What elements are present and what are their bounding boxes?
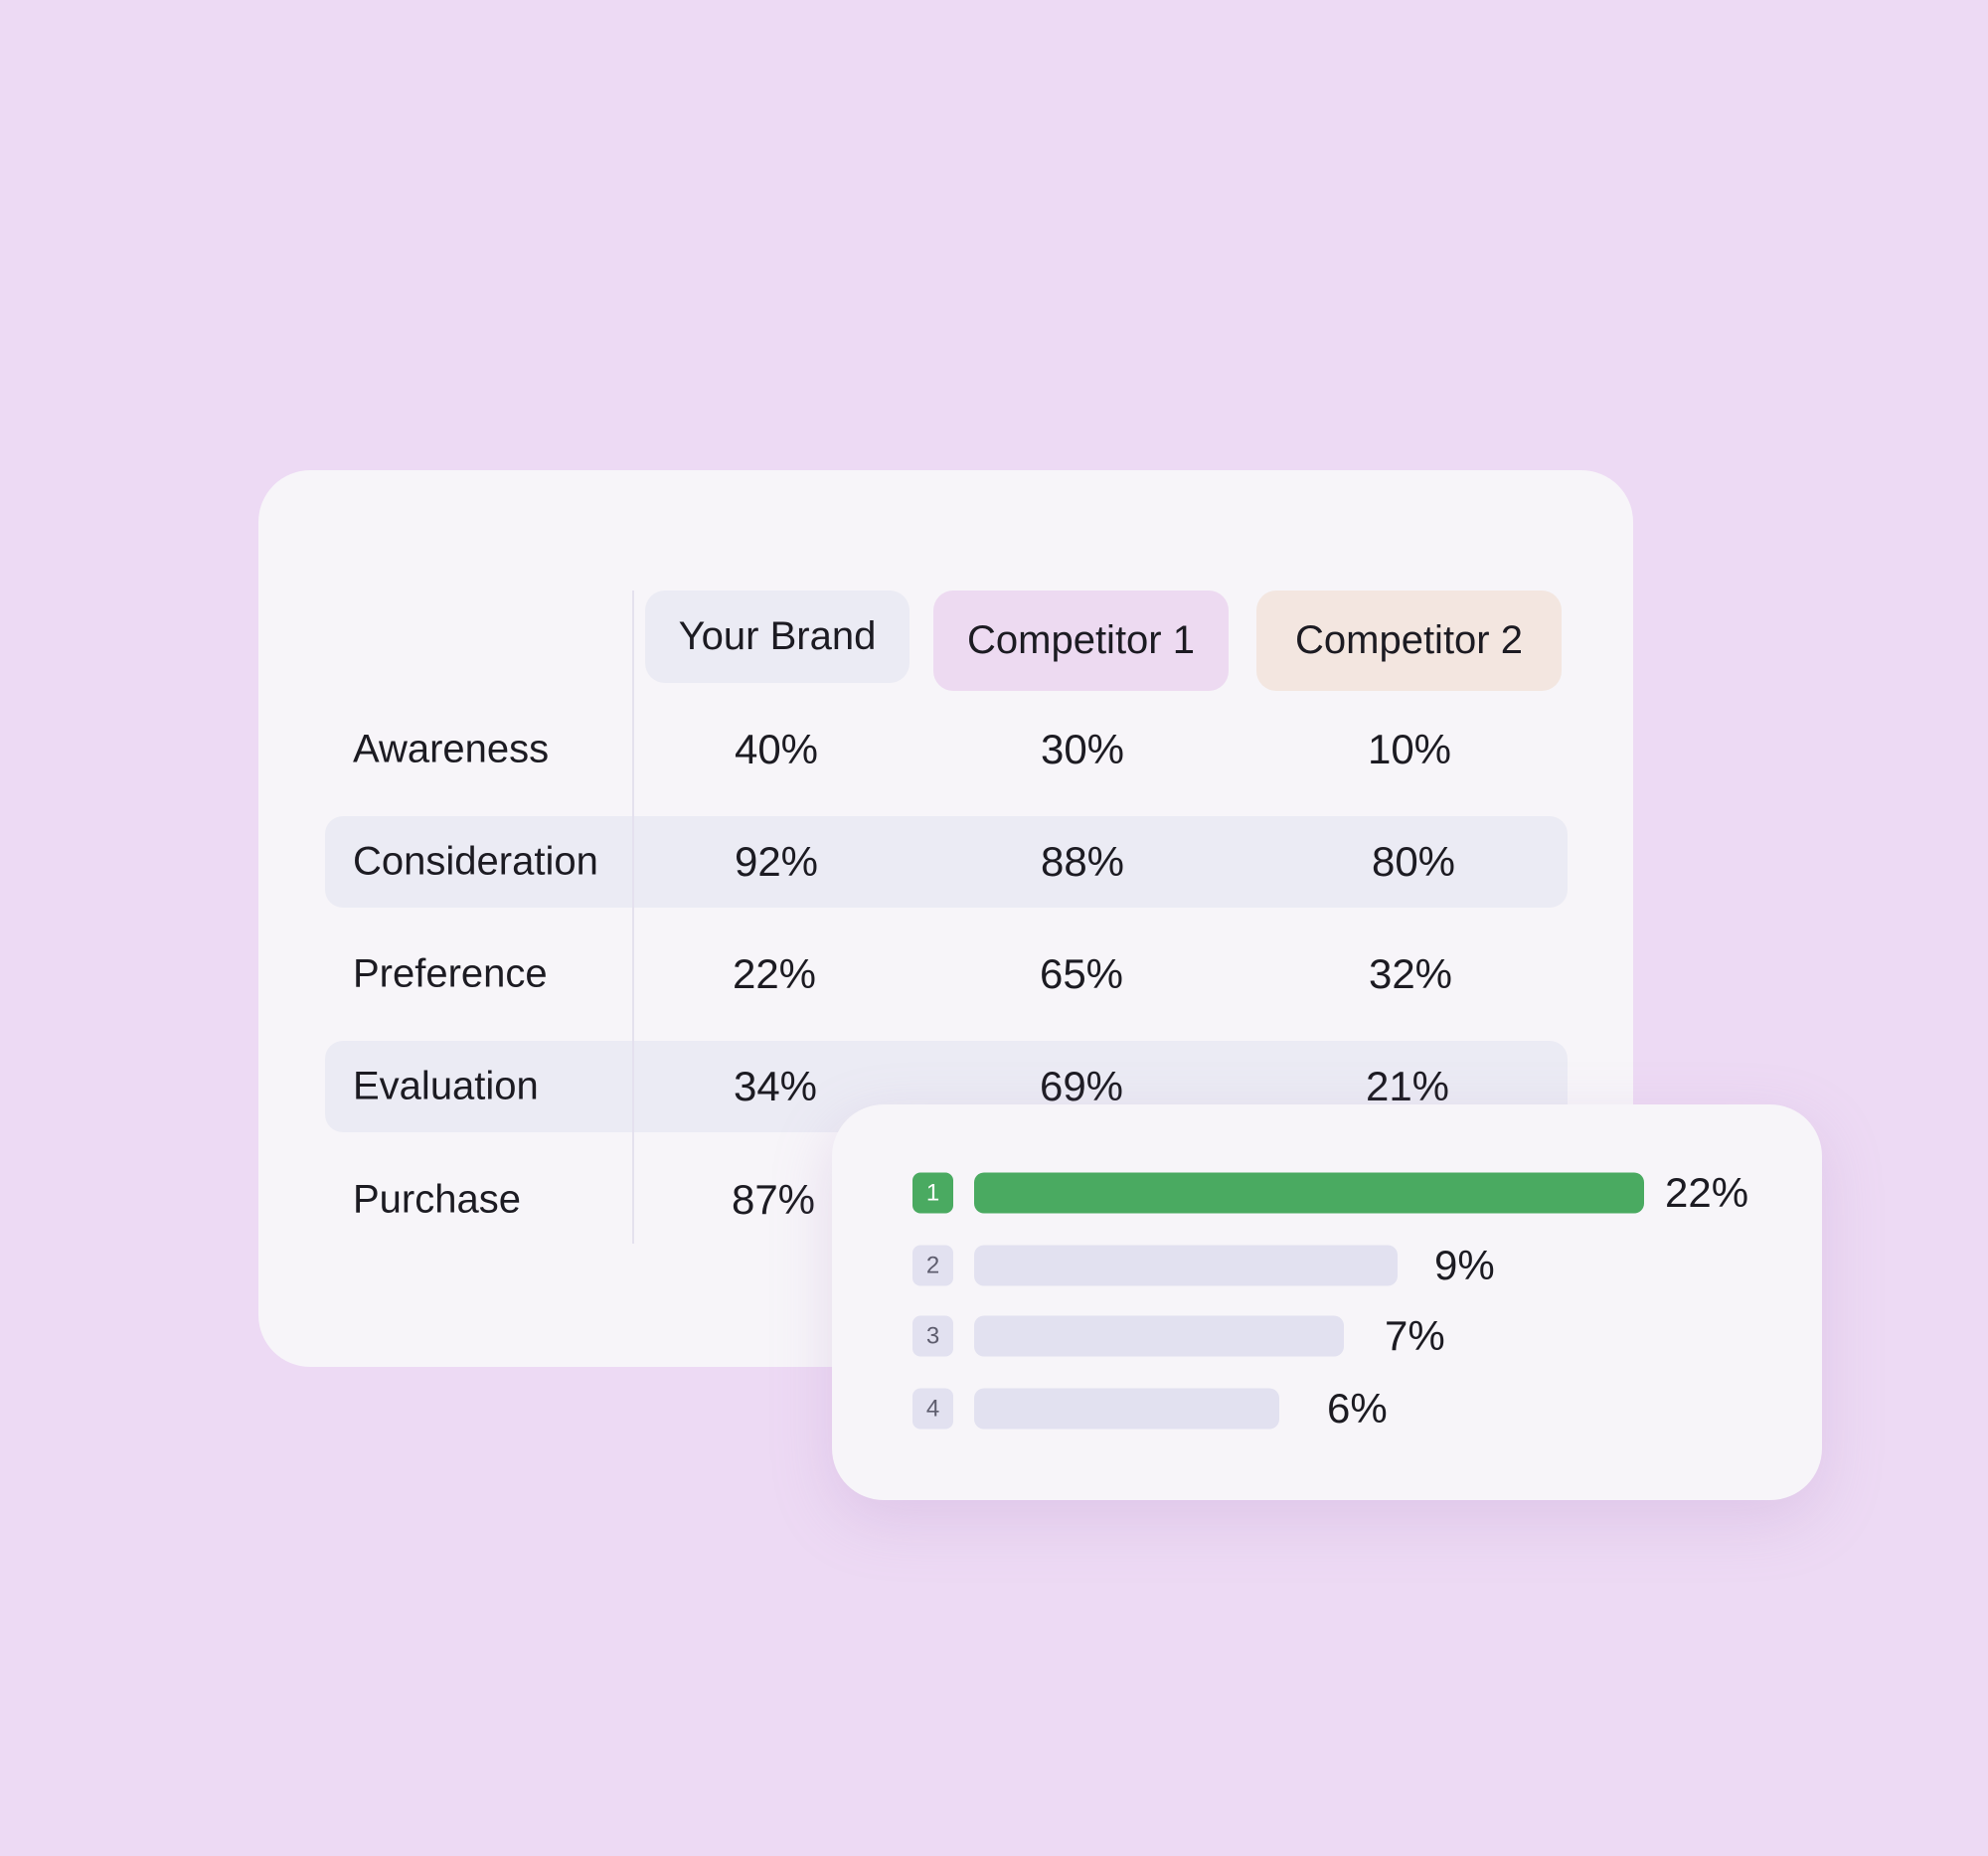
column-header-competitor-2: Competitor 2: [1256, 591, 1562, 691]
cell-value: 87%: [731, 1176, 816, 1223]
cell-value: 22%: [732, 950, 817, 997]
rank-bar: [974, 1388, 1279, 1430]
column-divider: [632, 591, 634, 1244]
rank-bar: [974, 1172, 1644, 1214]
rank-value: 22%: [1665, 1169, 1749, 1216]
column-header-competitor-1: Competitor 1: [933, 591, 1229, 691]
cell-value: 32%: [1368, 950, 1453, 997]
ranking-card: [832, 1104, 1822, 1500]
cell-value: 69%: [1039, 1063, 1124, 1109]
cell-value: 65%: [1039, 950, 1124, 997]
cell-value: 88%: [1040, 838, 1125, 885]
row-label-purchase: Purchase: [353, 1177, 521, 1222]
cell-value: 21%: [1365, 1063, 1450, 1109]
cell-value: 80%: [1371, 838, 1456, 885]
rank-badge: 1: [912, 1172, 953, 1214]
rank-value: 6%: [1327, 1385, 1388, 1432]
cell-value: 30%: [1040, 726, 1125, 772]
rank-badge: 4: [912, 1388, 953, 1430]
rank-badge: 3: [912, 1315, 953, 1357]
row-highlight-consideration: [325, 816, 1568, 908]
rank-badge: 2: [912, 1245, 953, 1286]
rank-bar: [974, 1245, 1398, 1286]
cell-value: 10%: [1367, 726, 1452, 772]
row-label-preference: Preference: [353, 951, 548, 996]
row-label-consideration: Consideration: [353, 839, 598, 884]
rank-bar: [974, 1315, 1344, 1357]
rank-value: 9%: [1434, 1242, 1495, 1288]
rank-value: 7%: [1385, 1312, 1445, 1359]
cell-value: 40%: [734, 726, 819, 772]
row-label-evaluation: Evaluation: [353, 1064, 539, 1108]
cell-value: 92%: [734, 838, 819, 885]
column-header-your-brand: Your Brand: [645, 591, 910, 683]
cell-value: 34%: [733, 1063, 818, 1109]
row-label-awareness: Awareness: [353, 727, 550, 771]
